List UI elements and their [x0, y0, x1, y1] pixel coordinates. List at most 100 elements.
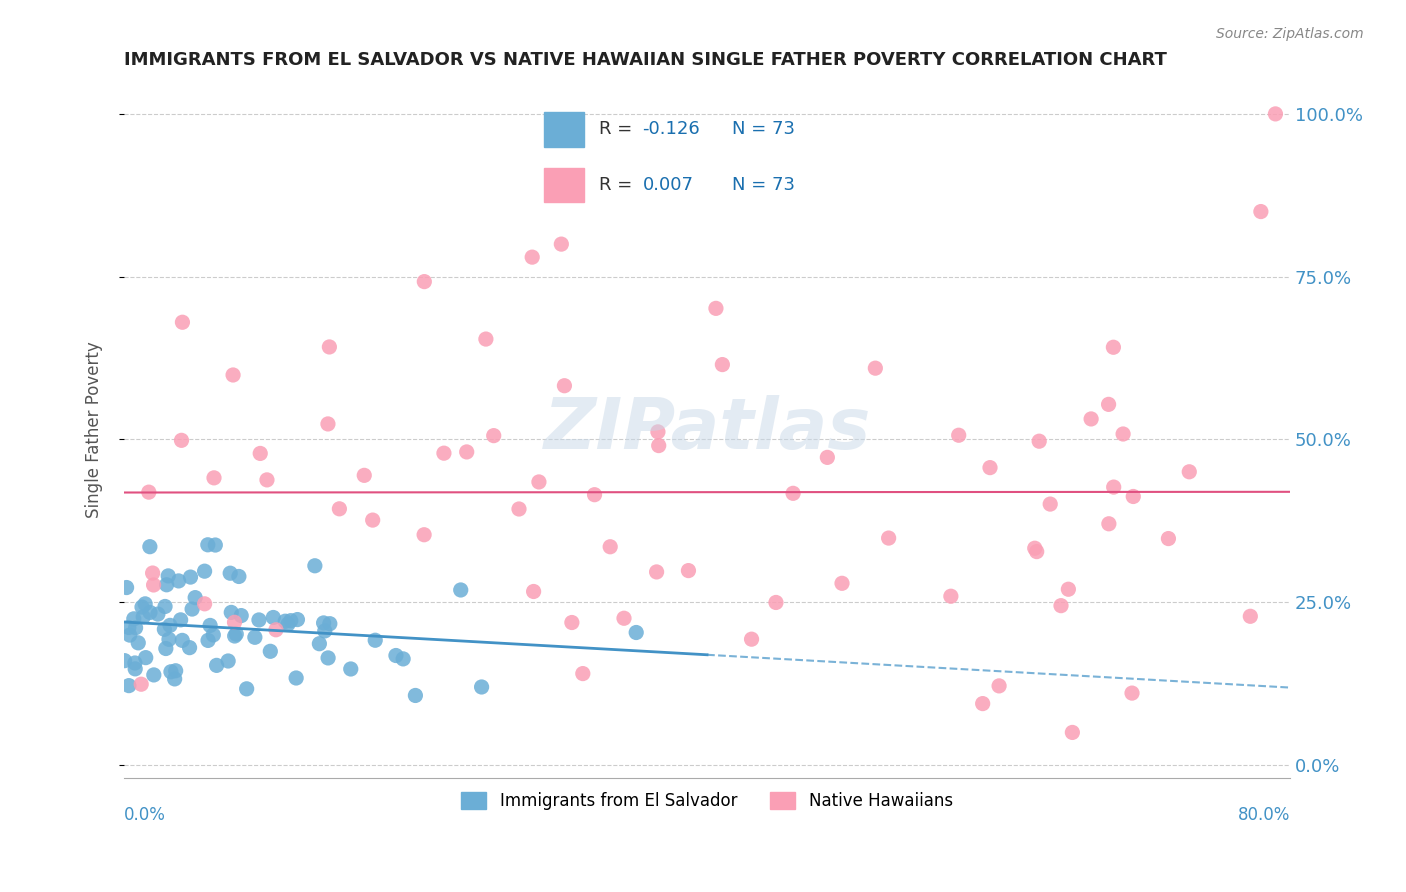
Point — [138, 485, 160, 500]
Point — [1122, 490, 1144, 504]
Point — [316, 417, 339, 431]
Point — [678, 564, 700, 578]
Point — [224, 629, 246, 643]
Point — [165, 664, 187, 678]
Point — [865, 361, 887, 376]
Point — [508, 502, 530, 516]
Point — [308, 637, 330, 651]
Point — [184, 591, 207, 605]
Bar — [544, 168, 583, 202]
Point — [385, 648, 408, 663]
Point — [153, 599, 176, 614]
Text: -0.126: -0.126 — [643, 120, 700, 138]
Text: N = 73: N = 73 — [733, 176, 796, 194]
Point — [1057, 582, 1080, 597]
Text: IMMIGRANTS FROM EL SALVADOR VS NATIVE HAWAIIAN SINGLE FATHER POVERTY CORRELATION: IMMIGRANTS FROM EL SALVADOR VS NATIVE HA… — [124, 51, 1167, 69]
Point — [142, 578, 165, 592]
Point — [118, 679, 141, 693]
Point — [392, 652, 415, 666]
Point — [224, 615, 246, 630]
Point — [204, 538, 226, 552]
Point — [979, 460, 1001, 475]
Point — [142, 668, 165, 682]
Point — [599, 540, 621, 554]
Point — [259, 644, 281, 658]
Point — [1264, 107, 1286, 121]
Point — [645, 565, 668, 579]
Point — [127, 636, 149, 650]
Point — [205, 658, 228, 673]
Point — [831, 576, 853, 591]
Point — [1157, 532, 1180, 546]
Point — [550, 237, 572, 252]
Point — [179, 640, 201, 655]
Y-axis label: Single Father Poverty: Single Father Poverty — [86, 342, 103, 518]
Point — [132, 610, 155, 624]
Point — [522, 250, 544, 264]
Point — [319, 616, 342, 631]
Text: 0.007: 0.007 — [643, 176, 693, 194]
Point — [339, 662, 361, 676]
Point — [202, 628, 225, 642]
Point — [231, 608, 253, 623]
Text: Source: ZipAtlas.com: Source: ZipAtlas.com — [1216, 27, 1364, 41]
Point — [163, 672, 186, 686]
Point — [1080, 412, 1102, 426]
Point — [475, 332, 498, 346]
Point — [160, 665, 183, 679]
Point — [194, 564, 217, 578]
Point — [198, 618, 221, 632]
Point — [129, 677, 152, 691]
Point — [247, 613, 270, 627]
Point — [280, 614, 302, 628]
Point — [157, 569, 180, 583]
Point — [114, 654, 136, 668]
Point — [134, 597, 156, 611]
Point — [285, 671, 308, 685]
Point — [318, 340, 340, 354]
Point — [256, 473, 278, 487]
Point — [948, 428, 970, 442]
Point — [1098, 516, 1121, 531]
Point — [274, 614, 297, 628]
Point — [328, 501, 350, 516]
Point — [647, 439, 669, 453]
Point — [124, 662, 146, 676]
Point — [972, 697, 994, 711]
Text: 0.0%: 0.0% — [124, 805, 166, 824]
Point — [1024, 541, 1046, 556]
Point — [413, 275, 436, 289]
Text: R =: R = — [599, 176, 638, 194]
Point — [225, 627, 247, 641]
Point — [704, 301, 727, 316]
Point — [194, 597, 217, 611]
Point — [262, 610, 284, 624]
Point — [711, 358, 734, 372]
Point — [583, 488, 606, 502]
Point — [217, 654, 239, 668]
Point — [139, 540, 162, 554]
Point — [124, 621, 146, 635]
Point — [1121, 686, 1143, 700]
Point — [471, 680, 494, 694]
Point — [142, 566, 165, 580]
Point — [243, 630, 266, 644]
Point — [613, 611, 636, 625]
Point — [312, 615, 335, 630]
Point — [527, 475, 550, 489]
Point — [561, 615, 583, 630]
Point — [155, 641, 177, 656]
Point — [988, 679, 1011, 693]
Point — [1178, 465, 1201, 479]
Point — [456, 445, 478, 459]
Point — [287, 613, 309, 627]
Point — [572, 666, 595, 681]
Point — [135, 650, 157, 665]
Point — [122, 612, 145, 626]
Point — [167, 574, 190, 588]
Point — [118, 628, 141, 642]
Text: 80.0%: 80.0% — [1237, 805, 1291, 824]
Point — [139, 606, 162, 620]
Point — [353, 468, 375, 483]
Point — [153, 622, 176, 636]
